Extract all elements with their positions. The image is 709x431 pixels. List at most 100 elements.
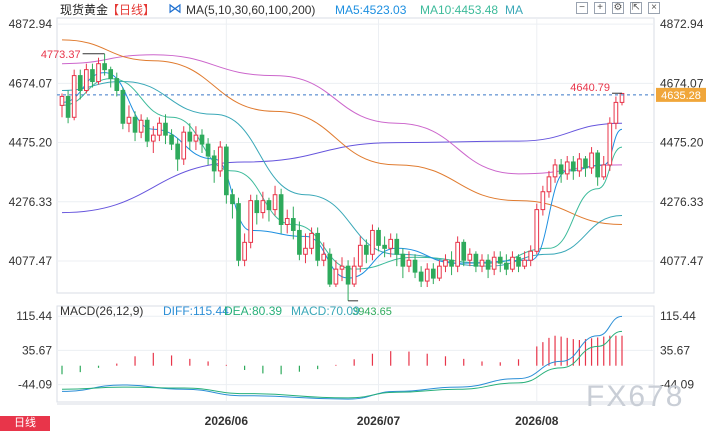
ma10-value: MA10:4453.48 (420, 3, 499, 17)
candle-up (424, 268, 430, 282)
candle-down (516, 256, 521, 267)
candle-up (84, 69, 89, 91)
settings-button[interactable]: ⚙ (612, 2, 624, 14)
date-tick: 2026/06 (205, 414, 249, 428)
price-tick-left: 4276.33 (9, 195, 53, 209)
candle-up (248, 200, 254, 243)
chart-type-icon[interactable]: ⋈ (168, 0, 182, 16)
candle-down (144, 119, 150, 142)
candle-down (382, 244, 387, 249)
last-price-tag (656, 87, 706, 102)
candle-up (351, 265, 357, 285)
price-tick-left: 4872.94 (9, 17, 53, 31)
main-grid (56, 17, 655, 405)
candle-down (583, 158, 588, 169)
candle-down (108, 69, 114, 80)
macd-tick-right: 35.67 (660, 343, 690, 357)
macd-tick-right: -44.09 (660, 378, 694, 392)
low-label: 3943.65 (352, 306, 392, 318)
candle-down (430, 268, 436, 279)
candle-down (394, 238, 400, 255)
candle-up (370, 229, 375, 255)
candle-down (570, 161, 576, 172)
candle-up (467, 253, 473, 261)
candle-up (126, 116, 132, 124)
candle-up (607, 122, 613, 166)
candle-up (601, 164, 607, 178)
candle-down (236, 203, 241, 261)
ma100-line (61, 54, 623, 175)
macd-diff-value: DIFF:115.44 (163, 304, 229, 318)
minus-button[interactable]: − (576, 2, 588, 14)
candle-down (205, 143, 211, 157)
candle-up (491, 256, 497, 270)
symbol-name: 现货黄金 (60, 3, 109, 17)
macd-tick-right: 115.44 (660, 309, 696, 323)
candle-down (412, 259, 418, 273)
candle-down (266, 200, 272, 211)
macd-tick-left: 115.44 (16, 309, 52, 323)
gridlines (57, 18, 654, 402)
close-button[interactable]: × (648, 2, 660, 14)
ma200-line (61, 122, 623, 214)
period-tab[interactable]: 日线 (0, 416, 50, 431)
candle-down (297, 229, 302, 255)
plus-icon: + (597, 2, 603, 13)
candle-up (388, 238, 394, 249)
period-selector[interactable]: 【日线】 (107, 3, 156, 17)
candle-up (193, 134, 199, 142)
candle-up (59, 95, 65, 106)
price-axis: 4872.94 4872.94 4674.07 4674.07 4475.20 4475.… (9, 17, 704, 392)
macd-diff-line (61, 315, 623, 400)
price-tick-right: 4872.94 (660, 17, 704, 31)
close-icon: × (651, 2, 657, 13)
candle-down (132, 116, 138, 133)
candle-up (333, 268, 339, 285)
candle-down (120, 89, 126, 124)
time-axis: 2026/06 2026/07 2026/08 (205, 414, 559, 428)
candle-down (418, 271, 424, 282)
candle-up (479, 259, 485, 267)
candle-up (528, 250, 534, 261)
last-price-value: 4635.28 (661, 90, 701, 102)
candle-up (552, 164, 558, 178)
candle-up (181, 131, 187, 160)
high-label: 4773.37 (41, 49, 81, 61)
ma5-value: MA5:4523.03 (335, 3, 407, 17)
candle-up (339, 265, 345, 270)
candle-up (357, 244, 363, 267)
candle-up (406, 259, 412, 267)
candle-down (77, 75, 83, 91)
candle-down (169, 134, 174, 145)
price-tick-left: 4077.47 (9, 254, 53, 268)
candle-down (504, 262, 509, 270)
candle-down (558, 164, 564, 175)
candle-up (138, 119, 144, 133)
candle-down (163, 122, 168, 136)
candle-down (461, 241, 467, 261)
candle-down (290, 218, 296, 231)
candle-up (589, 152, 594, 169)
price-annotations: 4773.37 3943.65 4640.79 (41, 49, 622, 318)
candle-up (217, 146, 223, 172)
macd-tick-left: 35.67 (22, 343, 52, 357)
macd-hist-value: MACD:70.09 (291, 304, 360, 318)
candle-down (114, 78, 120, 91)
expand-button[interactable]: ⇱ (630, 2, 642, 14)
date-tick: 2026/07 (357, 414, 401, 428)
candle-down (90, 69, 95, 83)
plus-button[interactable]: + (594, 2, 606, 14)
candle-up (309, 232, 314, 249)
candle-down (376, 229, 381, 246)
candle-down (278, 194, 284, 225)
candle-down (230, 194, 235, 205)
candle-down (211, 155, 217, 172)
candle-up (534, 209, 540, 252)
candle-down (254, 200, 260, 214)
candle-up (157, 122, 162, 136)
candle-down (485, 259, 491, 270)
macd-label: MACD(26,12,9) (60, 304, 144, 318)
candle-down (473, 253, 479, 267)
candle-up (437, 265, 442, 279)
